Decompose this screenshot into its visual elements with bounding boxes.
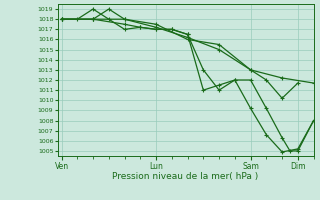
X-axis label: Pression niveau de la mer( hPa ): Pression niveau de la mer( hPa )	[112, 172, 259, 181]
